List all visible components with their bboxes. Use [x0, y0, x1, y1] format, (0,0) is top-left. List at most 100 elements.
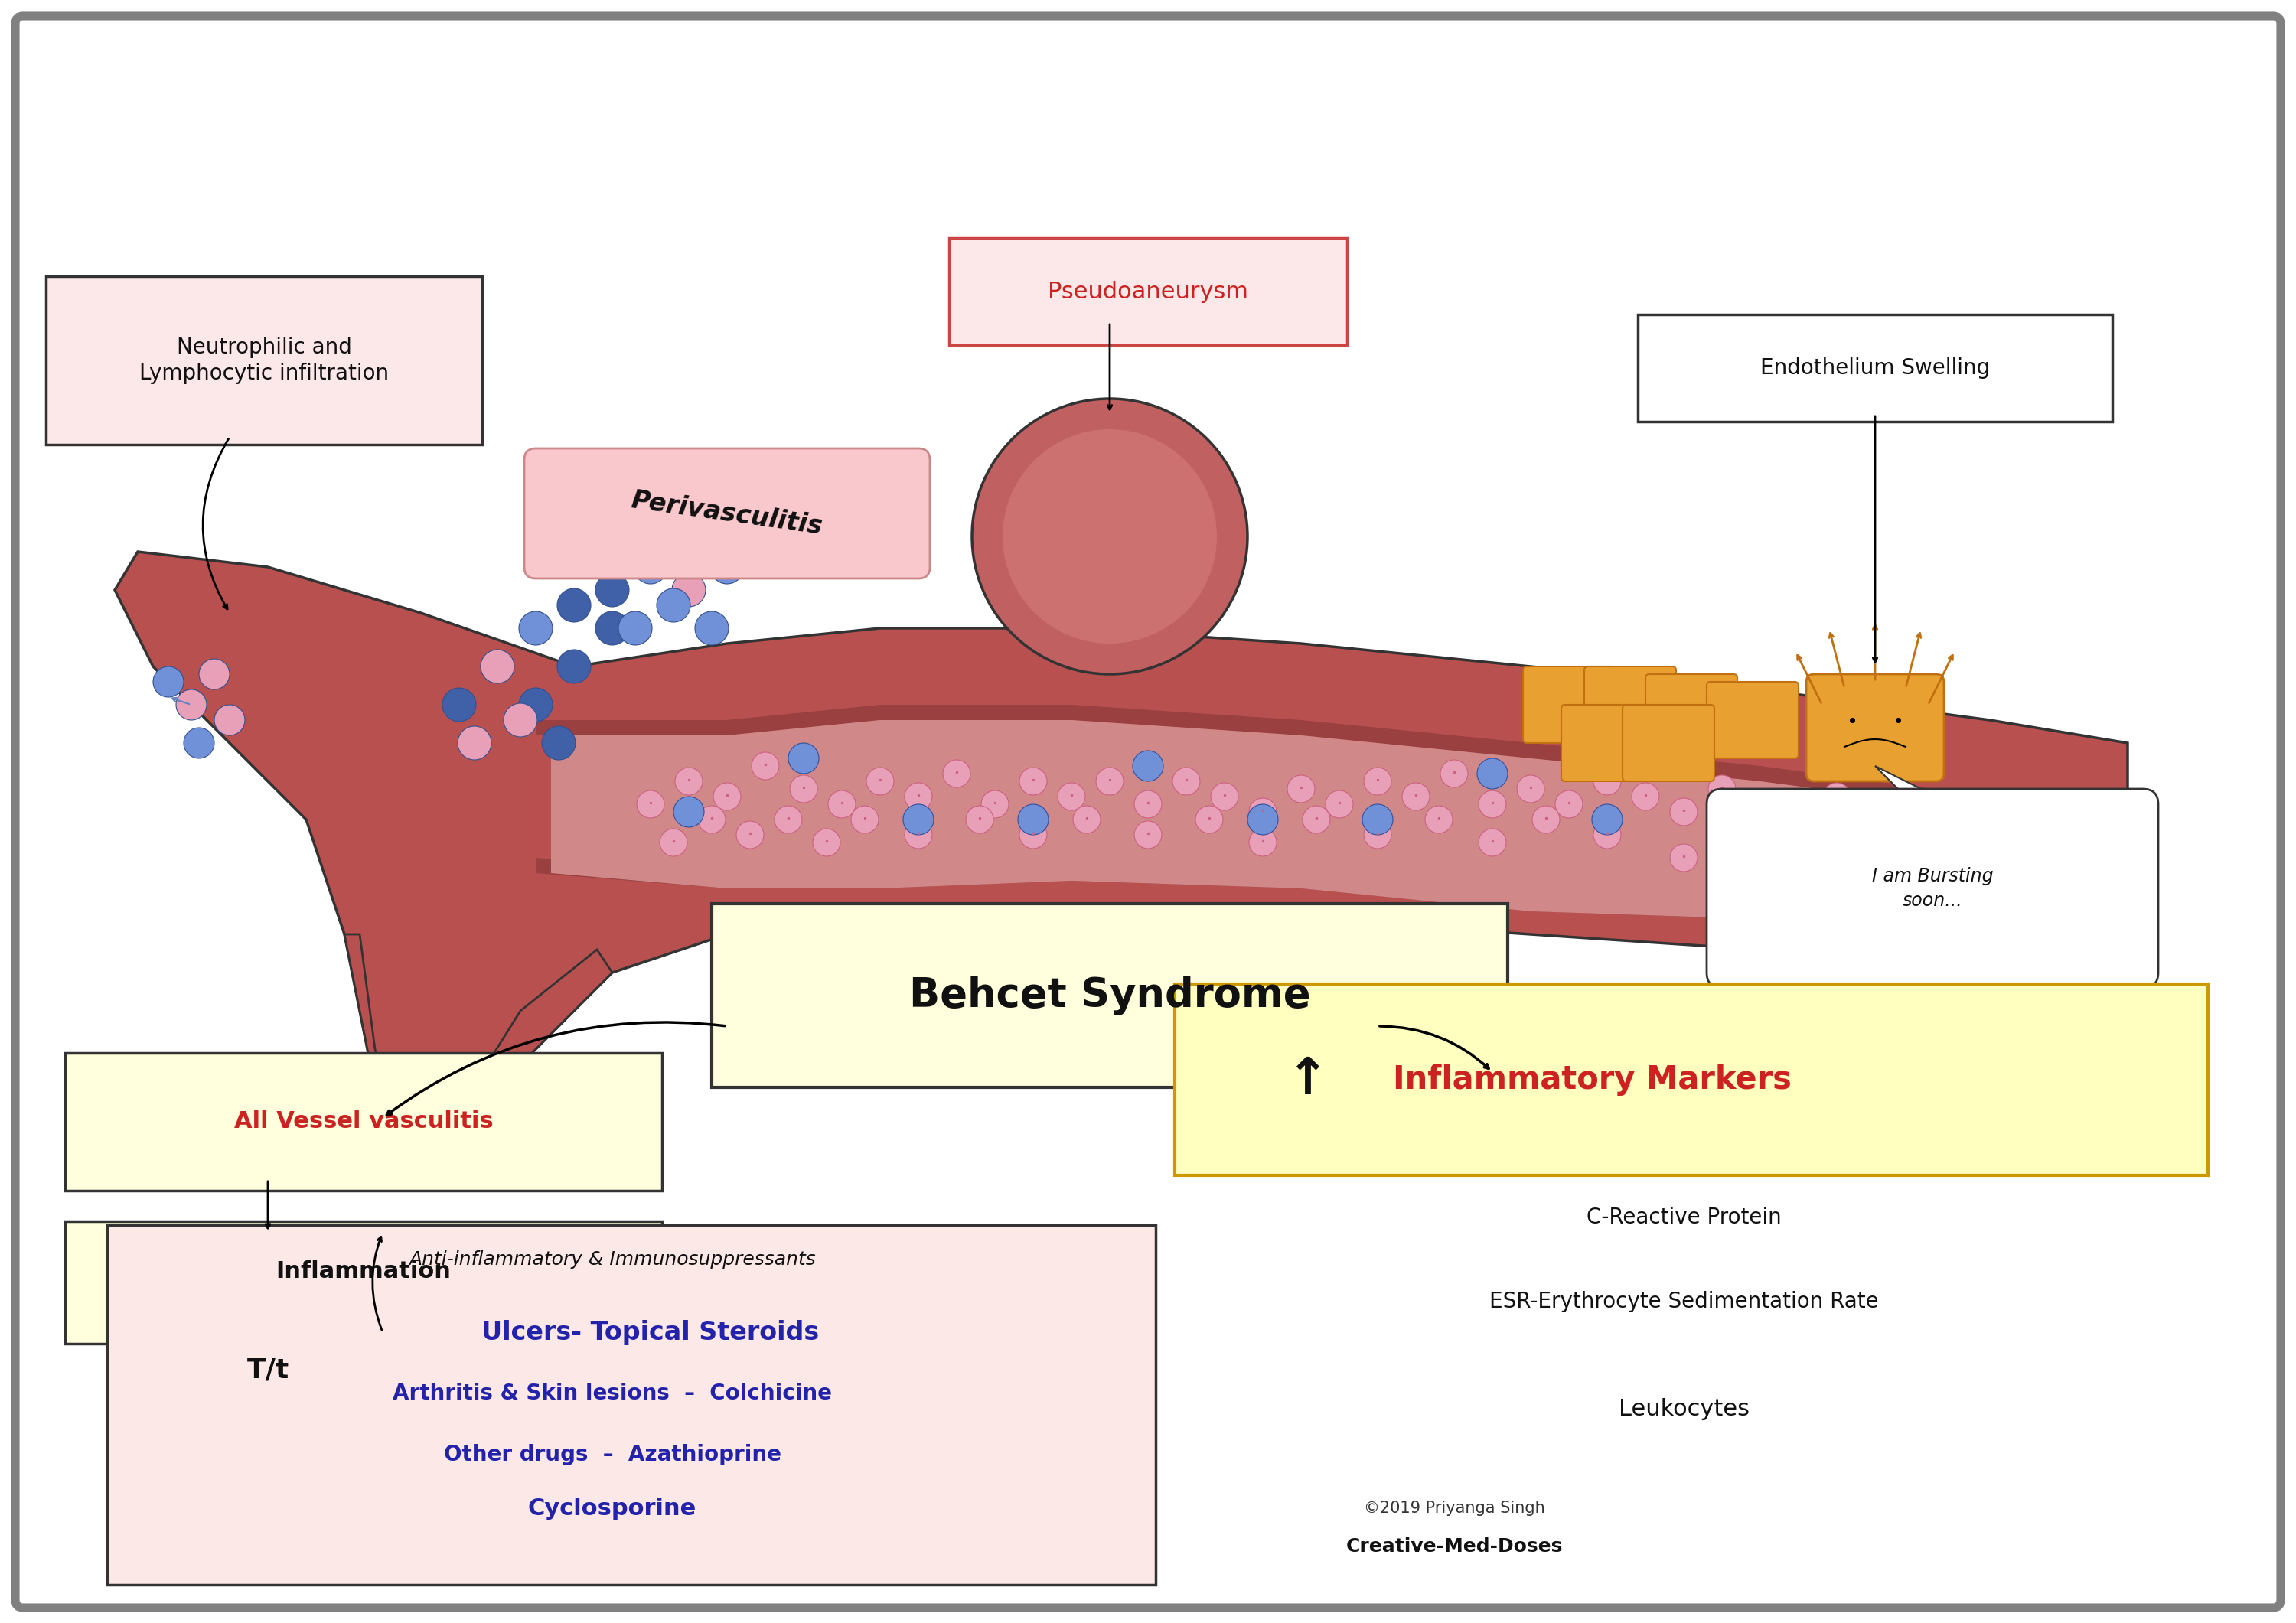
- Circle shape: [788, 743, 820, 774]
- Circle shape: [636, 790, 664, 818]
- Bar: [122, 1334, 1141, 1349]
- Bar: [122, 1347, 1141, 1363]
- Text: Creative-Med-Doses: Creative-Med-Doses: [1345, 1537, 1564, 1556]
- Circle shape: [1426, 805, 1453, 833]
- FancyBboxPatch shape: [1637, 315, 2112, 422]
- Circle shape: [709, 550, 744, 584]
- FancyBboxPatch shape: [64, 1053, 661, 1191]
- Circle shape: [2014, 805, 2041, 833]
- Circle shape: [1325, 790, 1352, 818]
- Bar: [122, 1513, 1141, 1529]
- Text: C-Reactive Protein: C-Reactive Protein: [1587, 1208, 1782, 1229]
- Circle shape: [1977, 859, 2004, 886]
- Text: Ulcers- Topical Steroids: Ulcers- Topical Steroids: [482, 1319, 820, 1345]
- Text: Perivasculitis: Perivasculitis: [629, 487, 824, 539]
- FancyBboxPatch shape: [1623, 704, 1715, 781]
- Circle shape: [698, 805, 726, 833]
- Text: Anti-inflammatory & Immunosuppressants: Anti-inflammatory & Immunosuppressants: [409, 1250, 815, 1269]
- Bar: [122, 1417, 1141, 1431]
- Circle shape: [519, 612, 553, 644]
- Circle shape: [503, 703, 537, 737]
- Bar: [122, 1430, 1141, 1446]
- Circle shape: [967, 805, 994, 833]
- Circle shape: [1479, 829, 1506, 857]
- Circle shape: [1936, 820, 1968, 850]
- Circle shape: [902, 805, 934, 834]
- Circle shape: [829, 790, 856, 818]
- Text: T/t: T/t: [246, 1357, 289, 1383]
- Circle shape: [1249, 799, 1277, 826]
- Circle shape: [1554, 790, 1582, 818]
- Circle shape: [1706, 820, 1738, 850]
- Circle shape: [1938, 805, 1965, 833]
- Circle shape: [558, 589, 590, 622]
- Circle shape: [944, 760, 971, 787]
- Circle shape: [1862, 805, 1890, 833]
- Circle shape: [1210, 782, 1238, 810]
- Bar: [122, 1540, 1141, 1556]
- Bar: [122, 1319, 1141, 1336]
- Circle shape: [214, 704, 246, 735]
- Circle shape: [1899, 790, 1926, 818]
- Polygon shape: [535, 859, 2128, 966]
- Bar: [122, 1500, 1141, 1514]
- Circle shape: [1364, 821, 1391, 849]
- Circle shape: [618, 612, 652, 644]
- Circle shape: [1173, 768, 1201, 795]
- Circle shape: [634, 550, 668, 584]
- Circle shape: [971, 399, 1247, 674]
- Text: Leukocytes: Leukocytes: [1619, 1397, 1750, 1420]
- Circle shape: [443, 688, 475, 722]
- Circle shape: [980, 790, 1008, 818]
- Circle shape: [480, 649, 514, 683]
- Text: Cyclosporine: Cyclosporine: [528, 1496, 696, 1519]
- FancyBboxPatch shape: [108, 1225, 1155, 1584]
- Circle shape: [542, 725, 576, 760]
- Text: ↑: ↑: [1286, 1055, 1329, 1105]
- Circle shape: [1823, 844, 1851, 872]
- Circle shape: [154, 667, 184, 698]
- FancyBboxPatch shape: [1584, 667, 1676, 743]
- Text: ESR-Erythrocyte Sedimentation Rate: ESR-Erythrocyte Sedimentation Rate: [1490, 1290, 1878, 1313]
- Text: I am Bursting
soon...: I am Bursting soon...: [1871, 867, 1993, 909]
- Circle shape: [184, 727, 214, 758]
- Circle shape: [790, 776, 817, 803]
- Bar: [122, 1389, 1141, 1404]
- Bar: [122, 1362, 1141, 1376]
- Circle shape: [751, 751, 778, 779]
- FancyBboxPatch shape: [64, 1220, 661, 1344]
- Circle shape: [1591, 805, 1623, 834]
- FancyBboxPatch shape: [712, 904, 1508, 1087]
- Circle shape: [1821, 805, 1853, 834]
- Circle shape: [1476, 758, 1508, 789]
- Polygon shape: [535, 704, 2128, 834]
- Circle shape: [2053, 829, 2080, 857]
- Circle shape: [558, 649, 590, 683]
- Circle shape: [1132, 751, 1164, 781]
- FancyBboxPatch shape: [1176, 984, 2209, 1175]
- Circle shape: [905, 821, 932, 849]
- Text: Inflammation: Inflammation: [276, 1259, 450, 1282]
- Circle shape: [1784, 805, 1812, 833]
- FancyBboxPatch shape: [1807, 674, 1945, 781]
- Text: Inflammatory Markers: Inflammatory Markers: [1394, 1063, 1791, 1096]
- Circle shape: [673, 797, 705, 828]
- FancyBboxPatch shape: [948, 239, 1348, 346]
- Circle shape: [714, 782, 742, 810]
- Circle shape: [1518, 776, 1545, 803]
- FancyBboxPatch shape: [46, 276, 482, 445]
- Circle shape: [1479, 790, 1506, 818]
- Polygon shape: [551, 721, 2128, 949]
- Circle shape: [1019, 821, 1047, 849]
- FancyBboxPatch shape: [1706, 789, 2158, 988]
- Circle shape: [1977, 829, 2004, 857]
- Circle shape: [1823, 782, 1851, 810]
- Circle shape: [2053, 859, 2080, 886]
- Circle shape: [200, 659, 230, 690]
- Circle shape: [1196, 805, 1224, 833]
- Text: Neutrophilic and
Lymphocytic infiltration: Neutrophilic and Lymphocytic infiltratio…: [140, 336, 388, 385]
- FancyBboxPatch shape: [1706, 682, 1798, 758]
- Circle shape: [673, 573, 705, 607]
- Circle shape: [1003, 428, 1217, 644]
- Circle shape: [1708, 776, 1736, 803]
